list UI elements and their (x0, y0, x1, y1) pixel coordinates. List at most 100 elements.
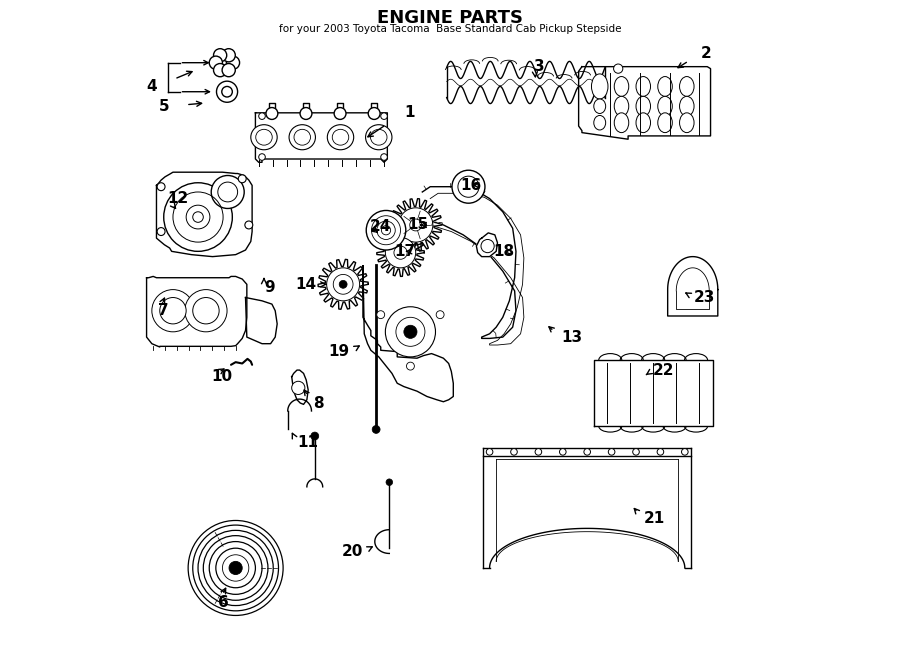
Text: 3: 3 (535, 59, 545, 74)
Polygon shape (668, 256, 718, 316)
Circle shape (238, 175, 247, 182)
Text: 10: 10 (212, 369, 232, 384)
Circle shape (452, 171, 485, 203)
Text: 21: 21 (644, 511, 664, 526)
Ellipse shape (594, 116, 606, 130)
Circle shape (614, 64, 623, 73)
Polygon shape (476, 233, 498, 256)
Ellipse shape (658, 97, 672, 116)
Circle shape (160, 297, 186, 324)
Text: 24: 24 (370, 219, 391, 234)
Circle shape (560, 449, 566, 455)
Circle shape (258, 113, 265, 120)
Polygon shape (594, 360, 713, 426)
Circle shape (608, 449, 615, 455)
Text: 6: 6 (218, 596, 229, 610)
Circle shape (310, 432, 319, 440)
Circle shape (481, 239, 494, 253)
Ellipse shape (251, 125, 277, 150)
Circle shape (404, 325, 417, 338)
Circle shape (373, 426, 380, 434)
Ellipse shape (614, 113, 629, 133)
Circle shape (184, 290, 227, 332)
Circle shape (486, 449, 493, 455)
Circle shape (334, 108, 346, 120)
Ellipse shape (591, 74, 608, 99)
Circle shape (164, 182, 232, 251)
Text: 23: 23 (694, 290, 716, 305)
Text: 2: 2 (701, 46, 711, 61)
Circle shape (217, 81, 238, 102)
Circle shape (436, 311, 444, 319)
Circle shape (657, 449, 663, 455)
Text: 15: 15 (408, 217, 429, 233)
Circle shape (266, 108, 278, 120)
Text: 4: 4 (146, 79, 157, 94)
Text: 19: 19 (328, 344, 350, 359)
Circle shape (377, 311, 384, 319)
Text: 9: 9 (264, 280, 274, 295)
Text: ENGINE PARTS: ENGINE PARTS (377, 9, 523, 26)
Circle shape (381, 113, 387, 120)
Circle shape (209, 56, 222, 69)
Text: 8: 8 (313, 395, 324, 410)
Text: 7: 7 (158, 303, 169, 318)
Ellipse shape (636, 113, 651, 133)
Circle shape (222, 63, 235, 77)
Text: 5: 5 (159, 98, 170, 114)
Circle shape (300, 108, 312, 120)
Ellipse shape (680, 77, 694, 97)
Circle shape (152, 290, 194, 332)
Text: 1: 1 (404, 105, 414, 120)
Circle shape (258, 154, 265, 161)
Circle shape (245, 221, 253, 229)
Circle shape (381, 154, 387, 161)
Text: 20: 20 (342, 544, 363, 559)
Circle shape (399, 208, 433, 242)
Text: 14: 14 (295, 277, 317, 292)
Circle shape (681, 449, 688, 455)
Circle shape (386, 479, 392, 486)
Text: for your 2003 Toyota Tacoma  Base Standard Cab Pickup Stepside: for your 2003 Toyota Tacoma Base Standar… (279, 24, 621, 34)
Polygon shape (483, 448, 691, 456)
Circle shape (368, 108, 380, 120)
Circle shape (327, 268, 360, 301)
Ellipse shape (614, 77, 629, 97)
Ellipse shape (289, 125, 315, 150)
Polygon shape (147, 276, 247, 347)
Circle shape (221, 87, 232, 97)
Ellipse shape (680, 113, 694, 133)
Circle shape (510, 449, 518, 455)
Circle shape (229, 561, 242, 574)
Polygon shape (256, 113, 387, 163)
Circle shape (213, 52, 236, 74)
Ellipse shape (636, 97, 651, 116)
Ellipse shape (328, 125, 354, 150)
Circle shape (407, 362, 414, 370)
Ellipse shape (636, 77, 651, 97)
Circle shape (385, 307, 436, 357)
Circle shape (339, 280, 347, 288)
Ellipse shape (658, 77, 672, 97)
Circle shape (158, 227, 165, 235)
Polygon shape (579, 67, 710, 139)
Text: 16: 16 (461, 178, 482, 193)
Text: 13: 13 (561, 330, 582, 344)
Circle shape (633, 449, 639, 455)
Circle shape (213, 49, 227, 62)
Ellipse shape (365, 125, 392, 150)
Text: 12: 12 (167, 191, 189, 206)
Circle shape (227, 56, 239, 69)
Circle shape (385, 237, 416, 268)
Circle shape (584, 449, 590, 455)
Polygon shape (292, 370, 308, 405)
Ellipse shape (594, 99, 606, 114)
Circle shape (158, 182, 165, 190)
Ellipse shape (614, 97, 629, 116)
Ellipse shape (680, 97, 694, 116)
Circle shape (213, 63, 227, 77)
Circle shape (222, 49, 235, 62)
Circle shape (410, 219, 421, 231)
Circle shape (193, 297, 219, 324)
Text: 18: 18 (493, 244, 515, 259)
